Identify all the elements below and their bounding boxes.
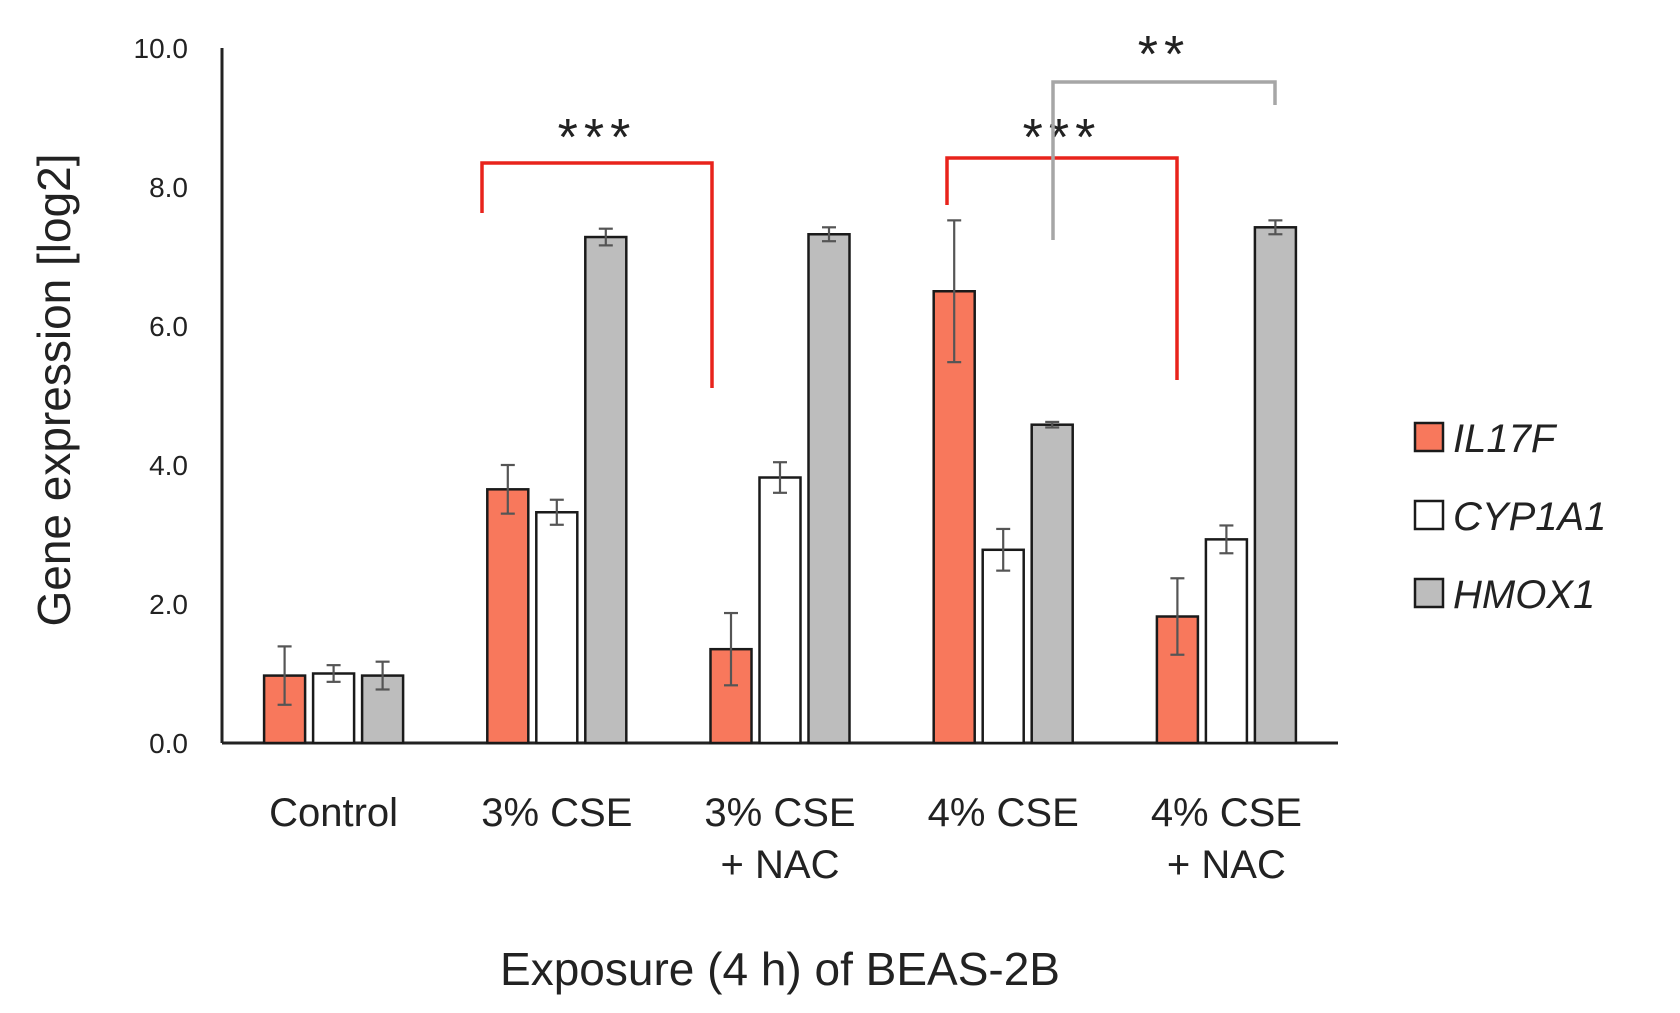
significance-label: *** [1023, 109, 1102, 167]
significance-label: *** [558, 109, 637, 167]
legend-swatch-hmox1 [1413, 577, 1445, 609]
y-tick-label: 8.0 [149, 172, 188, 203]
y-tick-label: 10.0 [134, 33, 189, 64]
x-tick-label: 4% CSE [928, 791, 1079, 835]
x-tick-label: 3% CSE [704, 791, 855, 835]
bar-hmox1 [1253, 226, 1298, 745]
bar-cyp1a1 [311, 672, 356, 745]
legend-swatch-il17f [1413, 421, 1445, 453]
bar-cyp1a1 [981, 548, 1025, 745]
significance-bracket [945, 156, 1179, 380]
bar-cyp1a1 [1204, 538, 1249, 745]
bar-hmox1 [1030, 423, 1074, 745]
y-tick-label: 4.0 [149, 450, 188, 481]
bar-il17f [486, 488, 530, 745]
bar-cyp1a1 [535, 511, 579, 745]
bar-hmox1 [584, 235, 628, 745]
significance-bracket [480, 161, 714, 388]
y-tick-label: 0.0 [149, 728, 188, 759]
legend-label-il17f: IL17F [1453, 417, 1558, 461]
legend-label-cyp1a1: CYP1A1 [1453, 495, 1606, 539]
x-tick-label: + NAC [1167, 843, 1286, 887]
bar-cyp1a1 [758, 476, 802, 745]
x-tick-label: Control [269, 791, 398, 835]
x-tick-label: 3% CSE [481, 791, 632, 835]
x-axis-title: Exposure (4 h) of BEAS-2B [500, 943, 1060, 995]
significance-label: ** [1138, 26, 1190, 84]
y-axis-title: Gene expression [log2] [28, 153, 80, 626]
x-tick-label: 4% CSE [1151, 791, 1302, 835]
legend-swatch-cyp1a1 [1413, 499, 1445, 531]
x-tick-label: + NAC [721, 843, 840, 887]
y-tick-label: 2.0 [149, 589, 188, 620]
legend-label-hmox1: HMOX1 [1453, 573, 1595, 617]
y-tick-label: 6.0 [149, 311, 188, 342]
significance-bracket [1051, 80, 1277, 240]
bar-hmox1 [807, 233, 851, 745]
